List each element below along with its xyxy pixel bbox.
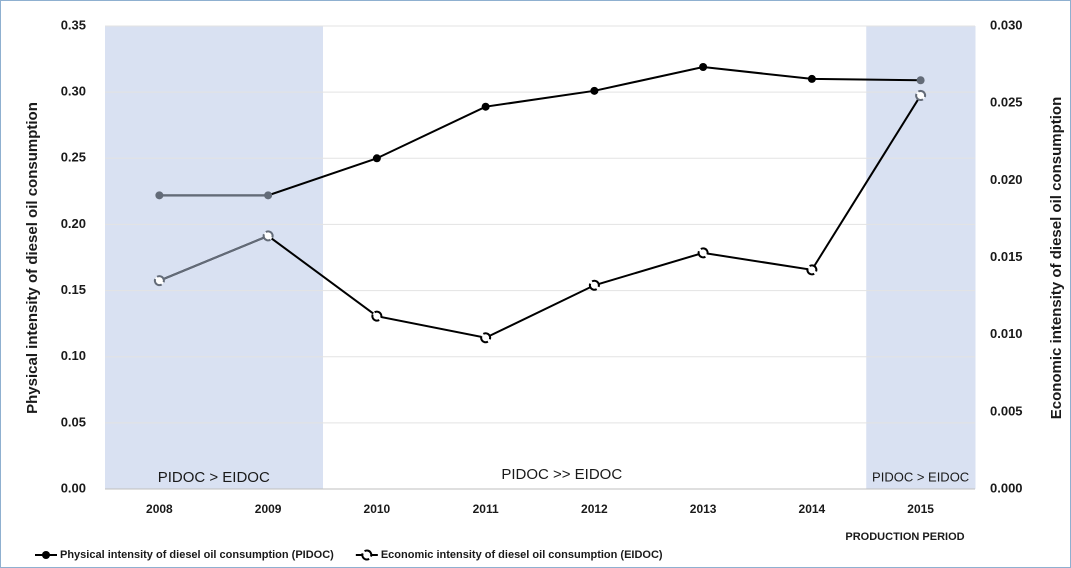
marker (372, 154, 381, 163)
annotation: PIDOC > EIDOC (872, 469, 969, 484)
y2-tick-label: 0.030 (990, 17, 1023, 32)
marker (590, 86, 599, 95)
marker (588, 279, 600, 291)
marker (153, 275, 165, 287)
series-line (158, 94, 922, 339)
legend-label: Physical intensity of diesel oil consump… (60, 549, 334, 561)
y2-tick-label: 0.005 (990, 403, 1023, 418)
shaded-segment (158, 234, 269, 282)
x-tick-label: 2009 (255, 502, 282, 516)
annotation: PIDOC >> EIDOC (501, 466, 622, 483)
marker (361, 549, 373, 561)
marker (915, 89, 927, 101)
y-tick-label: 0.10 (61, 348, 86, 363)
y-tick-label: 0.05 (61, 414, 86, 429)
y2-tick-label: 0.015 (990, 249, 1023, 264)
background-layer (105, 25, 976, 490)
x-tick-label: 2012 (581, 502, 608, 516)
x-tick-label: 2014 (799, 502, 826, 516)
y-tick-label: 0.15 (61, 282, 86, 297)
y2-tick-label: 0.010 (990, 326, 1023, 341)
y-tick-label: 0.00 (61, 480, 86, 495)
marker (807, 74, 816, 83)
y-axis-title: Physical intensity of diesel oil consump… (24, 102, 41, 414)
marker (42, 551, 50, 559)
x-tick-label: 2015 (907, 502, 934, 516)
y2-tick-label: 0.000 (990, 480, 1023, 495)
marker (697, 247, 709, 259)
annotation: PIDOC > EIDOC (158, 469, 270, 486)
y-tick-label: 0.20 (61, 216, 86, 231)
x-tick-label: 2013 (690, 502, 717, 516)
legend-label: Economic intensity of diesel oil consump… (381, 549, 663, 561)
marker (262, 230, 274, 242)
x-axis-title: PRODUCTION PERIOD (845, 531, 964, 543)
marker (264, 191, 273, 200)
shaded-region (105, 26, 215, 489)
x-tick-label: 2010 (364, 502, 391, 516)
y-tick-label: 0.30 (61, 84, 86, 99)
marker (916, 76, 925, 85)
y-tick-label: 0.25 (61, 150, 86, 165)
marker (155, 191, 164, 200)
series-line (159, 65, 921, 197)
marker (699, 63, 708, 72)
x-tick-label: 2011 (473, 502, 499, 516)
y2-tick-label: 0.025 (990, 95, 1023, 110)
shaded-region (213, 26, 323, 489)
y2-axis-title: Economic intensity of diesel oil consump… (1048, 97, 1065, 420)
y2-tick-label: 0.020 (990, 172, 1023, 187)
marker (481, 102, 490, 111)
marker (806, 264, 818, 276)
marker (371, 310, 383, 322)
marker (480, 332, 492, 344)
x-tick-label: 2008 (146, 502, 173, 516)
shaded-region (866, 26, 976, 489)
y-tick-label: 0.35 (61, 17, 86, 32)
